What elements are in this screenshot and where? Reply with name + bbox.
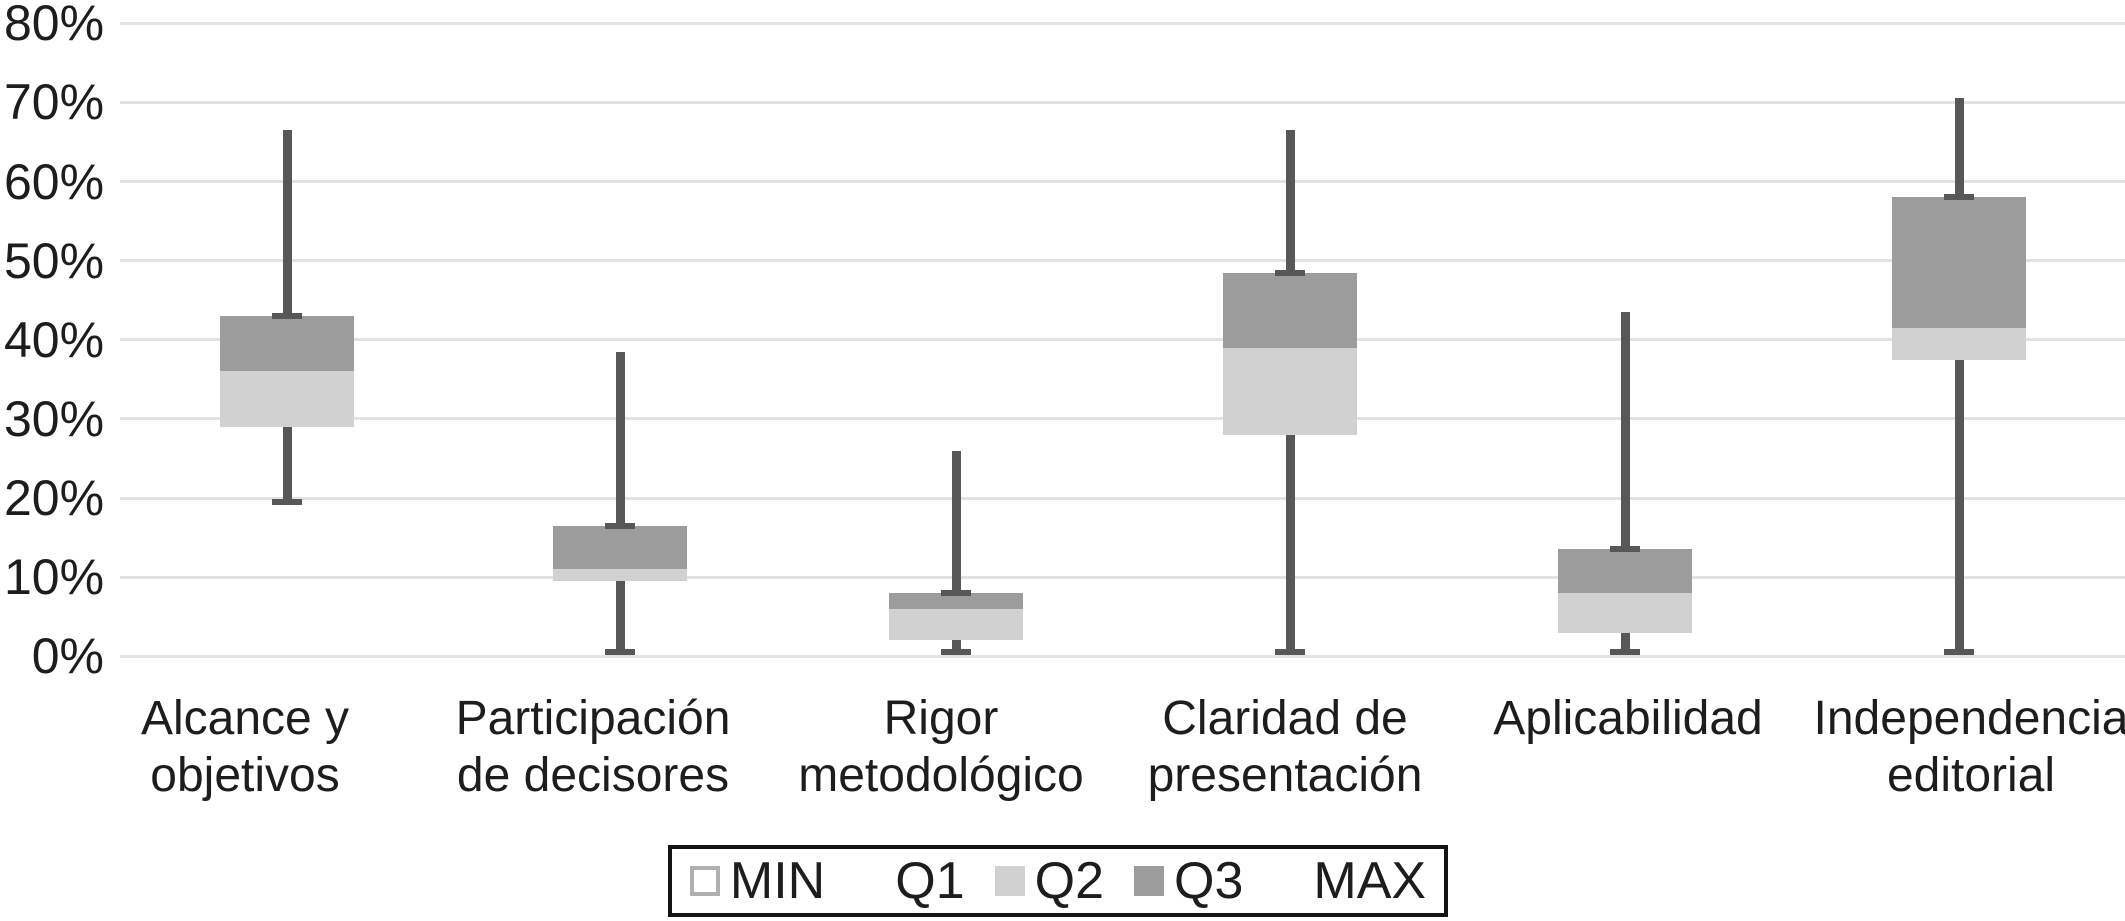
- box-q2-segment: [1558, 593, 1692, 633]
- lower-whisker-cap: [1944, 649, 1974, 656]
- upper-whisker: [951, 450, 961, 593]
- gridline: [120, 180, 2125, 184]
- category-label-line: presentación: [1147, 749, 1423, 802]
- lower-whisker-cap: [941, 649, 971, 656]
- box-q2-segment: [220, 371, 354, 427]
- legend-label: MAX: [1313, 852, 1427, 910]
- legend-swatch-q2: [994, 866, 1025, 896]
- lower-whisker-cap: [272, 499, 302, 505]
- legend-swatch-q3: [1134, 866, 1164, 896]
- legend-label: Q2: [1034, 852, 1104, 910]
- category-label-line: Independencia: [1813, 692, 2125, 745]
- category-label-line: Claridad de: [1162, 692, 1408, 745]
- lower-whisker-cap: [605, 649, 635, 656]
- gridline: [120, 259, 2125, 263]
- category-label-line: Alcance y: [140, 692, 350, 745]
- category-label-line: editorial: [1886, 749, 2056, 802]
- category-label-line: Participación: [455, 692, 731, 745]
- box-q2-segment: [1892, 327, 2026, 360]
- upper-whisker-cap: [1275, 269, 1305, 276]
- legend-label: MIN: [729, 852, 826, 910]
- box-q2-segment: [889, 608, 1023, 641]
- box-q3-segment: [553, 525, 687, 570]
- box-q2-segment: [1223, 347, 1357, 435]
- y-tick-label: 20%: [4, 470, 105, 527]
- category-label: Rigor metodológico: [731, 690, 1151, 804]
- category-label: Participación de decisores: [383, 690, 803, 804]
- legend-swatch-q1: [855, 866, 885, 896]
- lower-whisker: [282, 426, 292, 502]
- lower-whisker: [1620, 632, 1630, 653]
- category-label: Independencia editorial: [1761, 690, 2125, 804]
- lower-whisker-cap: [1610, 649, 1640, 656]
- y-tick-label: 80%: [4, 0, 105, 52]
- y-tick-label: 10%: [4, 549, 105, 606]
- legend: MIN Q1 Q2 Q3 MAX: [668, 845, 1448, 917]
- lower-whisker: [1954, 359, 1964, 653]
- y-tick-label: 40%: [4, 311, 105, 368]
- gridline: [120, 21, 2125, 25]
- legend-swatch-min: [689, 866, 720, 896]
- y-tick-label: 50%: [4, 232, 105, 289]
- category-label: Alcance y objetivos: [35, 690, 455, 804]
- category-label-line: objetivos: [150, 749, 340, 802]
- gridline: [120, 417, 2125, 421]
- y-tick-label: 70%: [4, 74, 105, 131]
- lower-whisker: [615, 581, 625, 653]
- legend-entry-q3: Q3: [1134, 851, 1243, 911]
- gridline: [120, 100, 2125, 104]
- legend-swatch-max: [1273, 866, 1303, 896]
- legend-label: Q1: [895, 852, 965, 910]
- upper-whisker-cap: [272, 313, 302, 320]
- box-q3-segment: [1223, 272, 1357, 348]
- upper-whisker: [615, 351, 625, 526]
- y-tick-label: 60%: [4, 153, 105, 210]
- category-label-line: Rigor: [883, 692, 999, 745]
- category-label: Aplicabilidad: [1418, 690, 1838, 747]
- lower-whisker: [951, 640, 961, 653]
- category-label-line: de decisores: [456, 749, 730, 802]
- upper-whisker: [1285, 130, 1295, 273]
- box-q2-segment: [553, 569, 687, 582]
- category-label: Claridad de presentación: [1075, 690, 1495, 804]
- lower-whisker: [1285, 434, 1295, 653]
- upper-whisker: [282, 130, 292, 317]
- lower-whisker-cap: [1275, 649, 1305, 656]
- gridline: [120, 654, 2125, 658]
- legend-entry-q1: Q1: [855, 851, 964, 911]
- box-q3-segment: [1892, 197, 2026, 328]
- upper-whisker: [1954, 98, 1964, 198]
- legend-label: Q3: [1174, 852, 1244, 910]
- box-q3-segment: [220, 316, 354, 372]
- gridline: [120, 575, 2125, 579]
- box-q3-segment: [889, 593, 1023, 609]
- category-label-line: metodológico: [798, 749, 1084, 802]
- legend-entry-min: MIN: [689, 851, 826, 911]
- box-q3-segment: [1558, 549, 1692, 593]
- gridline: [120, 338, 2125, 342]
- upper-whisker-cap: [941, 590, 971, 596]
- legend-entry-q2: Q2: [994, 851, 1104, 911]
- y-tick-label: 0%: [31, 628, 104, 685]
- category-label-line: Aplicabilidad: [1493, 692, 1763, 745]
- upper-whisker-cap: [605, 522, 635, 529]
- y-tick-label: 30%: [4, 390, 105, 447]
- gridline: [120, 496, 2125, 500]
- legend-entry-max: MAX: [1273, 851, 1426, 911]
- upper-whisker-cap: [1944, 194, 1974, 201]
- upper-whisker-cap: [1610, 546, 1640, 553]
- upper-whisker: [1620, 312, 1630, 550]
